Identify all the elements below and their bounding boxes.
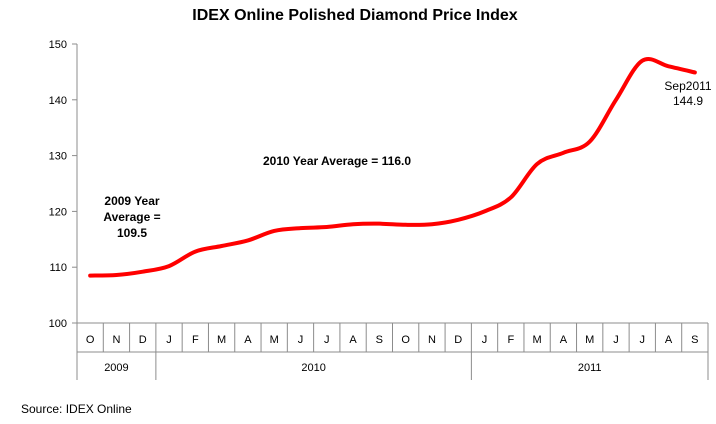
annotation-line: Average = [103, 210, 160, 224]
y-tick-label: 130 [49, 151, 67, 163]
year-labels-group: 2009 2010 2011 [76, 352, 709, 380]
annotation-line: 144.9 [673, 94, 703, 108]
x-tick-label: N [428, 334, 436, 346]
axes-group [76, 44, 708, 353]
x-tick-label: M [270, 334, 279, 346]
x-tick-label: A [665, 334, 673, 346]
y-tick-label: 150 [49, 39, 67, 51]
annotation-line: 109.5 [117, 226, 147, 240]
annotation-last-point: Sep2011 144.9 [664, 79, 711, 108]
y-ticks-group: 100 110 120 130 140 150 [49, 39, 77, 330]
x-tick-label: J [166, 334, 172, 346]
x-tick-label: M [585, 334, 594, 346]
x-tick-label: N [112, 334, 120, 346]
x-tick-label: S [376, 334, 383, 346]
x-tick-label: F [192, 334, 199, 346]
source-note: Source: IDEX Online [21, 402, 132, 416]
x-tick-label: A [349, 334, 357, 346]
x-tick-label: A [244, 334, 252, 346]
annotation-line: Sep2011 [664, 79, 711, 93]
y-tick-label: 140 [49, 95, 67, 107]
year-label: 2011 [578, 362, 602, 374]
year-label: 2009 [104, 362, 128, 374]
series-group [88, 56, 697, 278]
annotation-2010-average: 2010 Year Average = 116.0 [263, 154, 411, 168]
series-line [88, 56, 697, 278]
x-tick-label: A [560, 334, 568, 346]
y-tick-label: 120 [49, 206, 67, 218]
x-tick-label: J [640, 334, 646, 346]
x-tick-label: M [533, 334, 542, 346]
x-tick-label: F [507, 334, 514, 346]
x-tick-label: J [613, 334, 619, 346]
x-tick-label: J [324, 334, 330, 346]
annotation-line: 2009 Year [104, 194, 160, 208]
x-tick-label: O [401, 334, 410, 346]
chart-title: IDEX Online Polished Diamond Price Index [192, 7, 518, 24]
x-tick-label: S [691, 334, 698, 346]
year-label: 2010 [301, 362, 325, 374]
x-tick-label: O [86, 334, 95, 346]
y-tick-label: 100 [49, 318, 67, 330]
x-tick-label: M [217, 334, 226, 346]
x-tick-label: D [454, 334, 462, 346]
x-tick-label: J [482, 334, 488, 346]
y-tick-label: 110 [49, 262, 67, 274]
annotations-group: 2009 Year Average = 109.5 2010 Year Average… [103, 79, 712, 240]
annotation-2009-average: 2009 Year Average = 109.5 [103, 194, 160, 240]
x-tick-label: D [139, 334, 147, 346]
x-tick-label: J [298, 334, 304, 346]
